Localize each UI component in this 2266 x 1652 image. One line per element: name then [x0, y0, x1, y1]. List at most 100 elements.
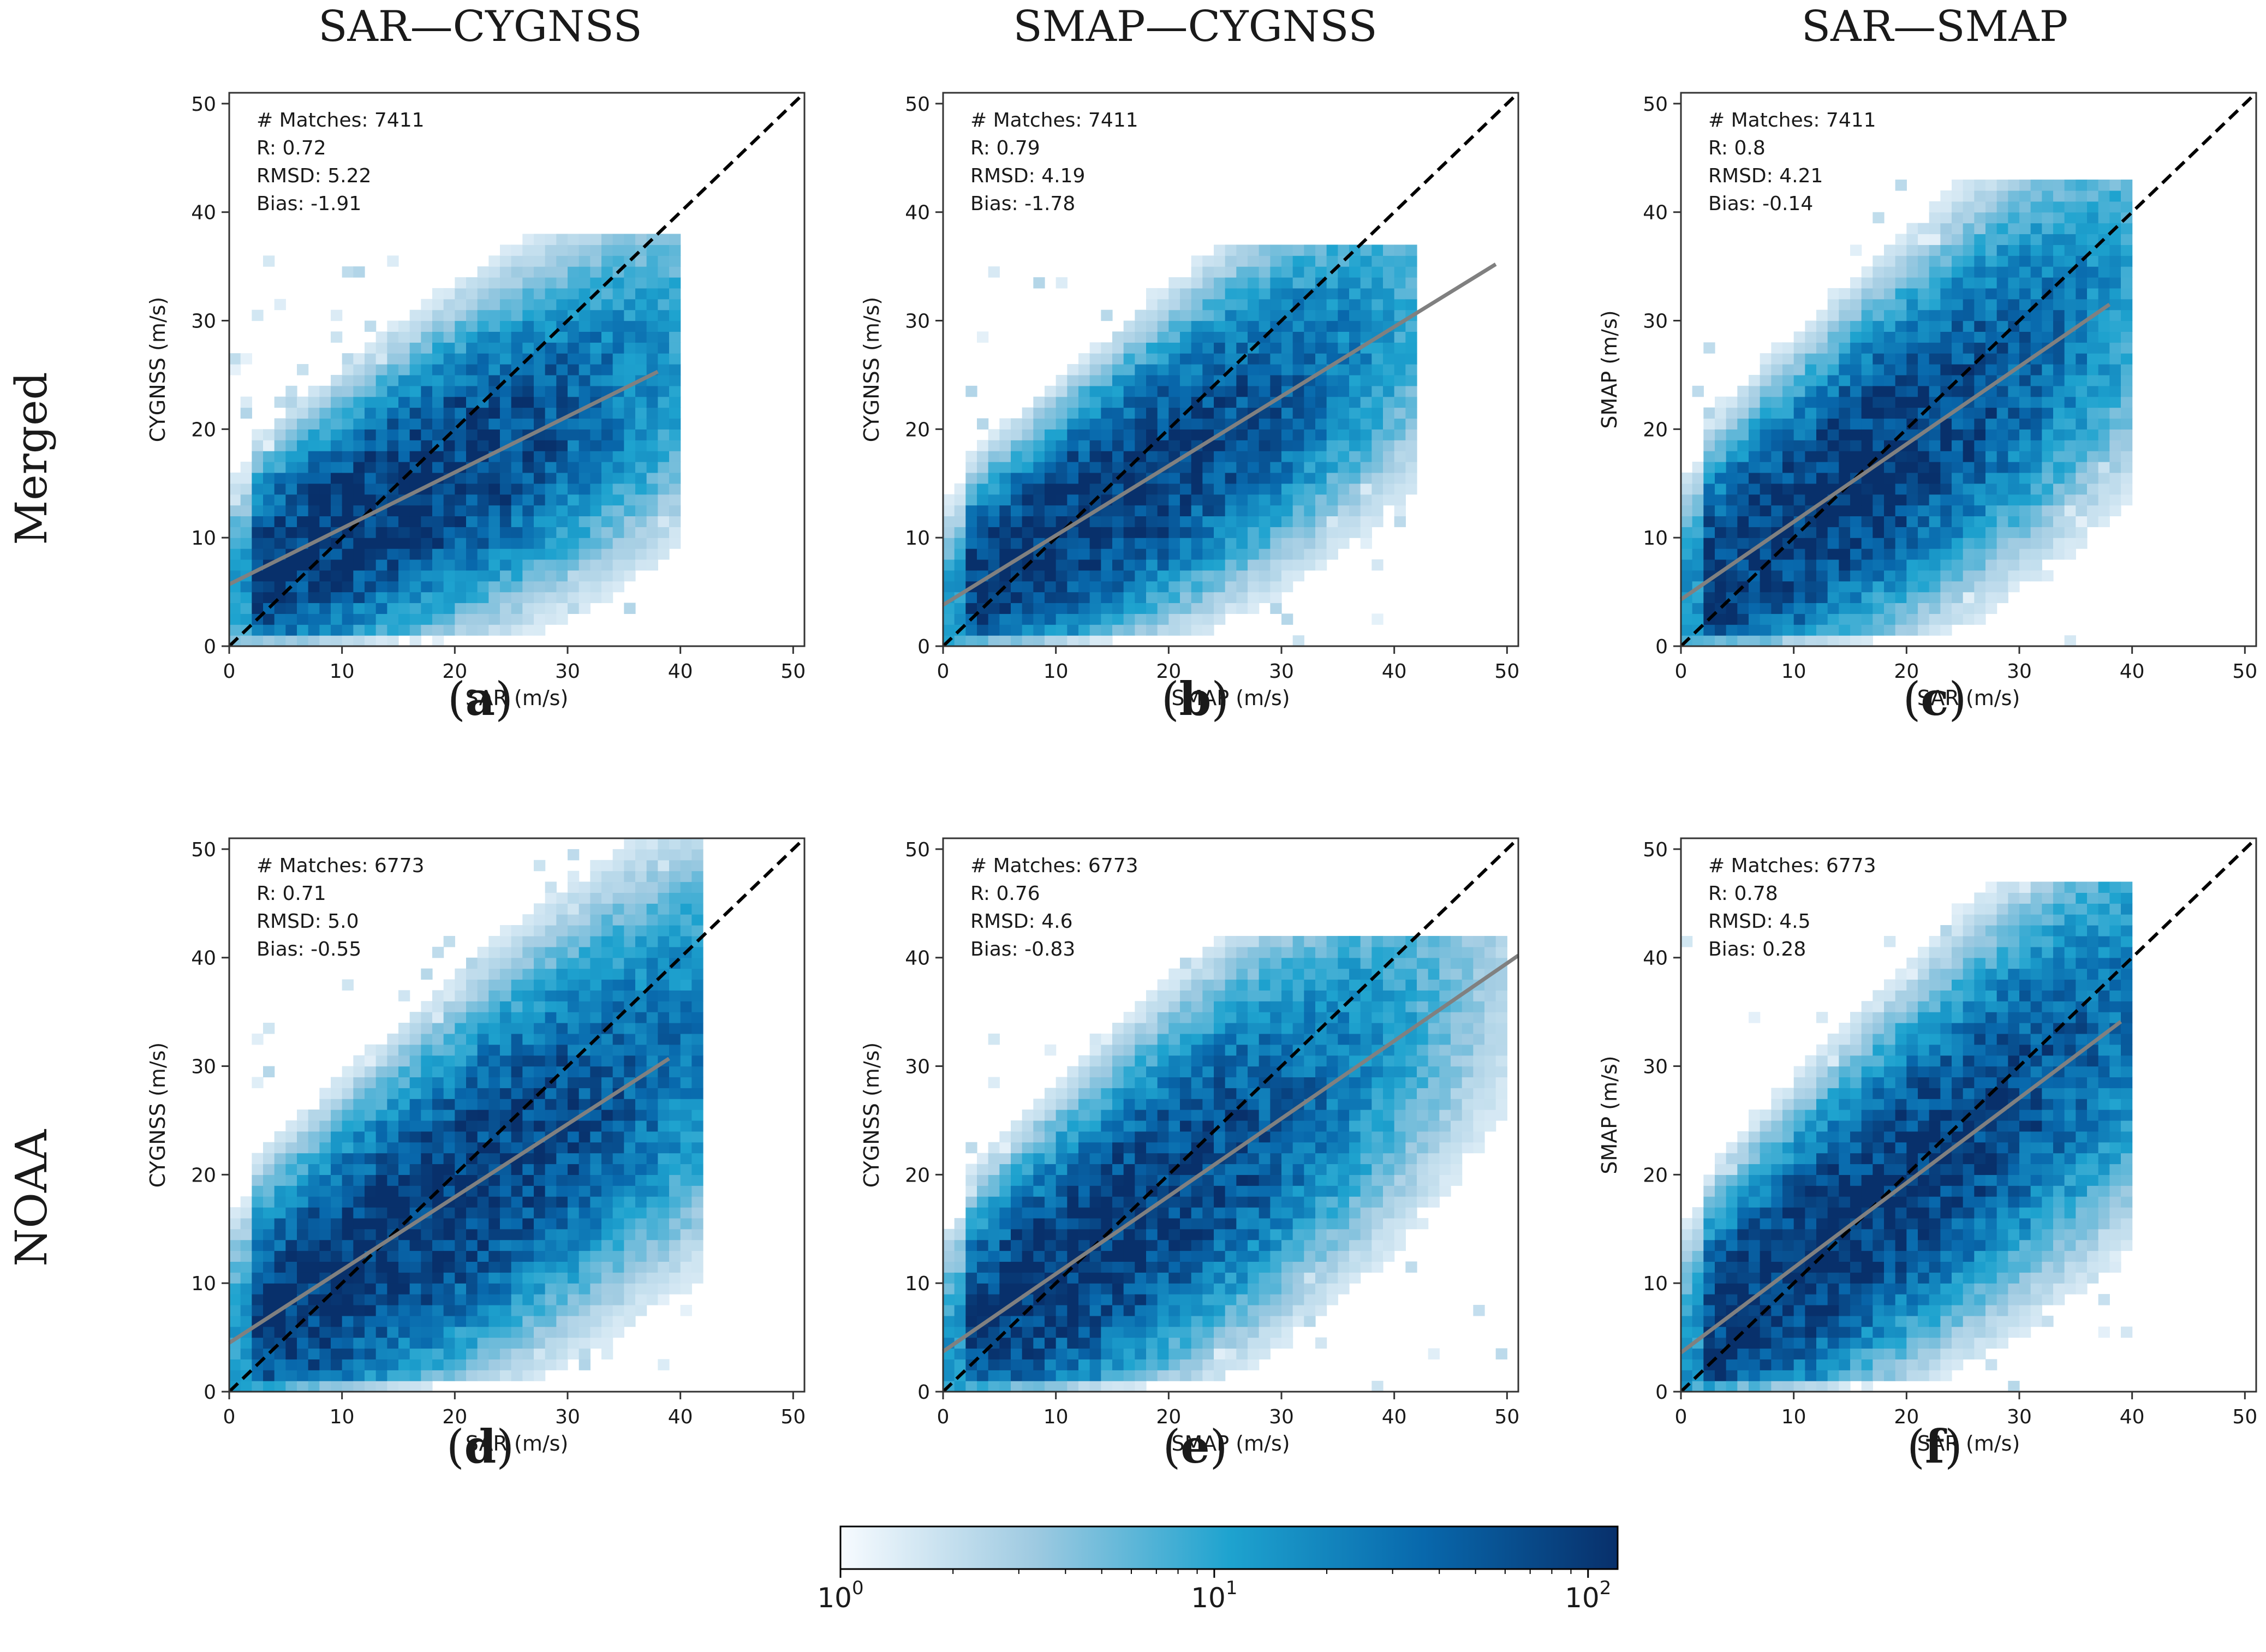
heatmap-cell: [988, 527, 1000, 538]
heatmap-cell: [331, 1228, 343, 1241]
heatmap-cell: [421, 1228, 433, 1241]
heatmap-cell: [590, 516, 602, 527]
heatmap-cell: [240, 1218, 252, 1230]
heatmap-cell: [421, 440, 433, 451]
heatmap-cell: [1202, 494, 1214, 506]
heatmap-cell: [387, 1381, 399, 1392]
heatmap-cell: [1895, 483, 1907, 495]
x-tick-label: 20: [1894, 660, 1919, 683]
heatmap-cell: [965, 570, 977, 582]
heatmap-cell: [1259, 494, 1271, 506]
heatmap-cell: [2053, 353, 2065, 365]
heatmap-cell: [545, 603, 557, 614]
heatmap-cell: [511, 613, 523, 625]
heatmap-cell: [421, 603, 433, 614]
heatmap-cell: [1940, 277, 1952, 289]
heatmap-cell: [1112, 353, 1124, 365]
heatmap-cell: [579, 527, 591, 538]
heatmap-cell: [601, 1239, 613, 1251]
heatmap-cell: [579, 451, 591, 462]
heatmap-cell: [1157, 396, 1169, 408]
heatmap-cell: [635, 364, 647, 375]
heatmap-cell: [1827, 505, 1839, 517]
heatmap-cell: [2053, 374, 2065, 386]
heatmap-cell: [1326, 505, 1338, 517]
heatmap-cell: [398, 538, 410, 549]
heatmap-cell: [1349, 472, 1361, 484]
heatmap-cell: [500, 244, 512, 256]
heatmap-cell: [1292, 462, 1304, 473]
heatmap-cell: [1349, 440, 1361, 451]
heatmap-cell: [1191, 374, 1203, 386]
heatmap-cell: [398, 1315, 410, 1327]
heatmap-cell: [252, 1239, 264, 1251]
heatmap-cell: [1371, 407, 1384, 419]
heatmap-cell: [1873, 440, 1885, 451]
heatmap-cell: [308, 1131, 320, 1143]
heatmap-cell: [477, 1120, 489, 1132]
heatmap-cell: [229, 483, 241, 495]
heatmap-cell: [511, 538, 523, 549]
heatmap-cell: [1292, 277, 1304, 289]
heatmap-cell: [943, 548, 955, 560]
heatmap-cell: [1259, 342, 1271, 354]
heatmap-cell: [545, 570, 557, 582]
heatmap-cell: [1726, 462, 1738, 473]
heatmap-cell: [432, 418, 444, 430]
heatmap-cell: [635, 472, 647, 484]
heatmap-cell: [1793, 483, 1805, 495]
heatmap-cell: [2076, 374, 2088, 386]
heatmap-cell: [579, 881, 591, 893]
heatmap-cell: [331, 581, 343, 593]
heatmap-cell: [545, 1153, 557, 1165]
heatmap-cell: [612, 505, 624, 517]
heatmap-cell: [669, 407, 681, 419]
heatmap-cell: [240, 1196, 252, 1208]
heatmap-cell: [1782, 462, 1794, 473]
heatmap-cell: [1112, 385, 1124, 397]
heatmap-cell: [522, 234, 534, 245]
heatmap-cell: [1135, 407, 1147, 419]
heatmap-cell: [1873, 309, 1885, 321]
heatmap-cell: [1771, 624, 1783, 636]
heatmap-cell: [646, 331, 658, 343]
heatmap-cell: [556, 559, 568, 571]
heatmap-cell: [319, 1185, 331, 1197]
heatmap-cell: [1157, 418, 1169, 430]
heatmap-cell: [1315, 472, 1327, 484]
heatmap-cell: [443, 353, 455, 365]
heatmap-cell: [1371, 353, 1384, 365]
heatmap-cell: [590, 451, 602, 462]
heatmap-cell: [1067, 624, 1079, 636]
heatmap-cell: [375, 1131, 387, 1143]
heatmap-cell: [669, 472, 681, 484]
heatmap-cell: [252, 1033, 264, 1045]
heatmap-cell: [409, 1185, 421, 1197]
heatmap-cell: [1281, 407, 1293, 419]
heatmap-cell: [1726, 396, 1738, 408]
heatmap-cell: [1715, 527, 1727, 538]
x-tick-label: 20: [1156, 660, 1181, 683]
heatmap-cell: [2098, 266, 2110, 278]
heatmap-cell: [1270, 494, 1282, 506]
heatmap-cell: [1338, 342, 1350, 354]
heatmap-cell: [1157, 483, 1169, 495]
heatmap-cell: [646, 396, 658, 408]
heatmap-cell: [601, 1207, 613, 1219]
heatmap-cell: [285, 418, 297, 430]
heatmap-cell: [409, 635, 421, 646]
heatmap-cell: [977, 592, 989, 604]
heatmap-cell: [432, 1348, 444, 1359]
heatmap-cell: [977, 505, 989, 517]
heatmap-cell: [285, 603, 297, 614]
heatmap-cell: [534, 957, 546, 969]
heatmap-cell: [285, 635, 297, 646]
heatmap-cell: [477, 342, 489, 354]
heatmap-cell: [2076, 385, 2088, 397]
heatmap-cell: [568, 1348, 580, 1359]
heatmap-cell: [500, 613, 512, 625]
heatmap-cell: [1180, 418, 1192, 430]
heatmap-cell: [488, 1304, 500, 1316]
heatmap-cell: [601, 990, 613, 1001]
heatmap-cell: [1793, 353, 1805, 365]
